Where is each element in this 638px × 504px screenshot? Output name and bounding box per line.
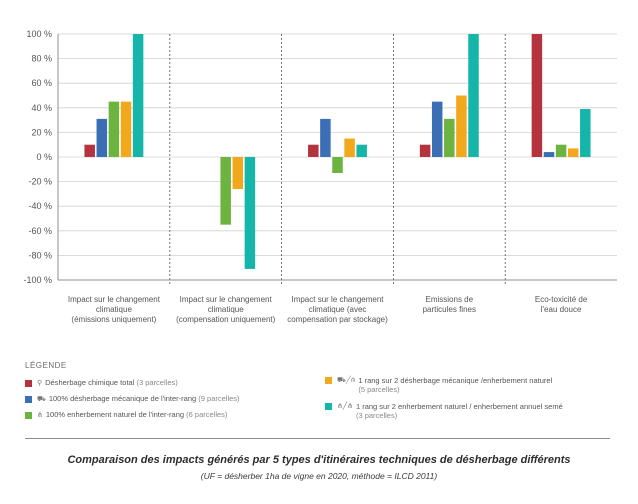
legend-item-mech-natural: ⛟╱⋔ 1 rang sur 2 désherbage mécanique /en… <box>325 376 595 394</box>
caption-title: Comparaison des impacts générés par 5 ty… <box>67 454 571 466</box>
legend-swatch-mechanical <box>25 395 32 403</box>
legend-swatch-chemical <box>25 379 32 387</box>
bar <box>232 157 244 189</box>
bar <box>444 118 455 157</box>
bar <box>419 144 431 157</box>
legend-note-natural: (6 parcelles) <box>186 410 228 419</box>
bar <box>580 109 591 157</box>
category-label: particules fines <box>423 305 476 314</box>
category-label: (compensation uniquement) <box>176 315 276 324</box>
category-label: Impact sur le changement <box>180 295 273 304</box>
bar <box>543 152 555 157</box>
tractor-slash-grass-icon: ⛟╱⋔ <box>337 377 356 384</box>
category-label: l'eau douce <box>541 305 582 314</box>
legend-swatch-mech-natural <box>325 377 332 384</box>
legend-note-natural-sown: (3 parcelles) <box>355 411 398 420</box>
bar <box>456 95 467 157</box>
legend-item-chemical: ⚲ Désherbage chimique total (3 parcelles) <box>25 378 178 388</box>
tractor-icon: ⛟ <box>37 395 46 403</box>
category-label: Impact sur le changement <box>68 295 161 304</box>
y-tick-label: 100 % <box>26 29 52 39</box>
bar <box>132 34 144 157</box>
bar <box>320 118 331 157</box>
bar-chart: 100 % 80 % 60 % 40 % 20 % 0 % -20 % -40 % -60 % -… <box>23 29 617 324</box>
bar <box>108 101 120 157</box>
legend-label-mech-natural: 1 rang sur 2 désherbage mécanique /enher… <box>358 376 553 385</box>
legend-item-natural-sown: ⋔╱⋔ 1 rang sur 2 enherbement naturel / en… <box>325 402 615 420</box>
bar <box>531 34 543 157</box>
bar <box>332 157 343 173</box>
y-tick-label: -20 % <box>28 177 52 187</box>
y-tick-label: 80 % <box>31 54 52 64</box>
bar <box>120 101 132 157</box>
bar <box>468 34 479 157</box>
grass-icon: ⋔ <box>37 411 43 419</box>
y-tick-label: -40 % <box>28 201 52 211</box>
y-tick-label: 40 % <box>31 103 52 113</box>
legend-label-natural: 100% enherbement naturel de l'inter-rang <box>45 410 185 419</box>
legend-label-natural-sown: 1 rang sur 2 enherbement naturel / enher… <box>355 402 563 411</box>
legend-title: LÉGENDE <box>25 361 67 370</box>
category-label: (émissions uniquement) <box>71 315 156 324</box>
category-label: Impact sur le changement <box>291 295 384 304</box>
y-tick-label: -100 % <box>23 275 52 285</box>
bar <box>567 148 579 157</box>
legend-note-mech-natural: (5 parcelles) <box>358 385 400 394</box>
category-label: compensation par stockage) <box>287 315 388 324</box>
legend-swatch-natural-sown <box>325 403 332 410</box>
caption-subtitle: (UF = désherber 1ha de vigne en 2020, mé… <box>200 471 438 481</box>
bar <box>344 138 355 157</box>
bar <box>356 144 367 157</box>
category-label: climatique <box>208 305 245 314</box>
bar <box>431 101 443 157</box>
category-label: Eco-toxicité de <box>535 295 588 304</box>
y-tick-label: -80 % <box>28 250 52 260</box>
legend-label-chemical: Désherbage chimique total <box>45 378 135 387</box>
bar <box>84 144 95 157</box>
legend-note-chemical: (3 parcelles) <box>136 378 178 387</box>
legend-divider <box>25 438 610 439</box>
y-tick-label: 60 % <box>31 78 52 88</box>
sprayer-icon: ⚲ <box>37 379 43 387</box>
category-label: climatique (avec <box>309 305 367 314</box>
y-tick-label: 20 % <box>31 127 52 137</box>
legend-item-natural: ⋔ 100% enherbement naturel de l'inter-ran… <box>25 410 227 420</box>
category-label: Emissions de <box>426 295 474 304</box>
legend-swatch-natural <box>25 411 32 419</box>
legend-note-mechanical: (9 parcelles) <box>198 394 240 403</box>
y-tick-label: -60 % <box>28 226 52 236</box>
y-tick-label: 0 % <box>36 152 52 162</box>
bar <box>96 118 108 157</box>
bar <box>555 144 567 157</box>
bar <box>220 157 231 225</box>
legend-item-mechanical: ⛟ 100% désherbage mécanique de l'inter-ra… <box>25 394 240 404</box>
legend-label-mechanical: 100% désherbage mécanique de l'inter-ran… <box>48 394 197 403</box>
bar <box>308 144 319 157</box>
grass-slash-seed-icon: ⋔╱⋔ <box>337 403 353 410</box>
category-label: climatique <box>96 305 133 314</box>
bar <box>244 157 256 269</box>
